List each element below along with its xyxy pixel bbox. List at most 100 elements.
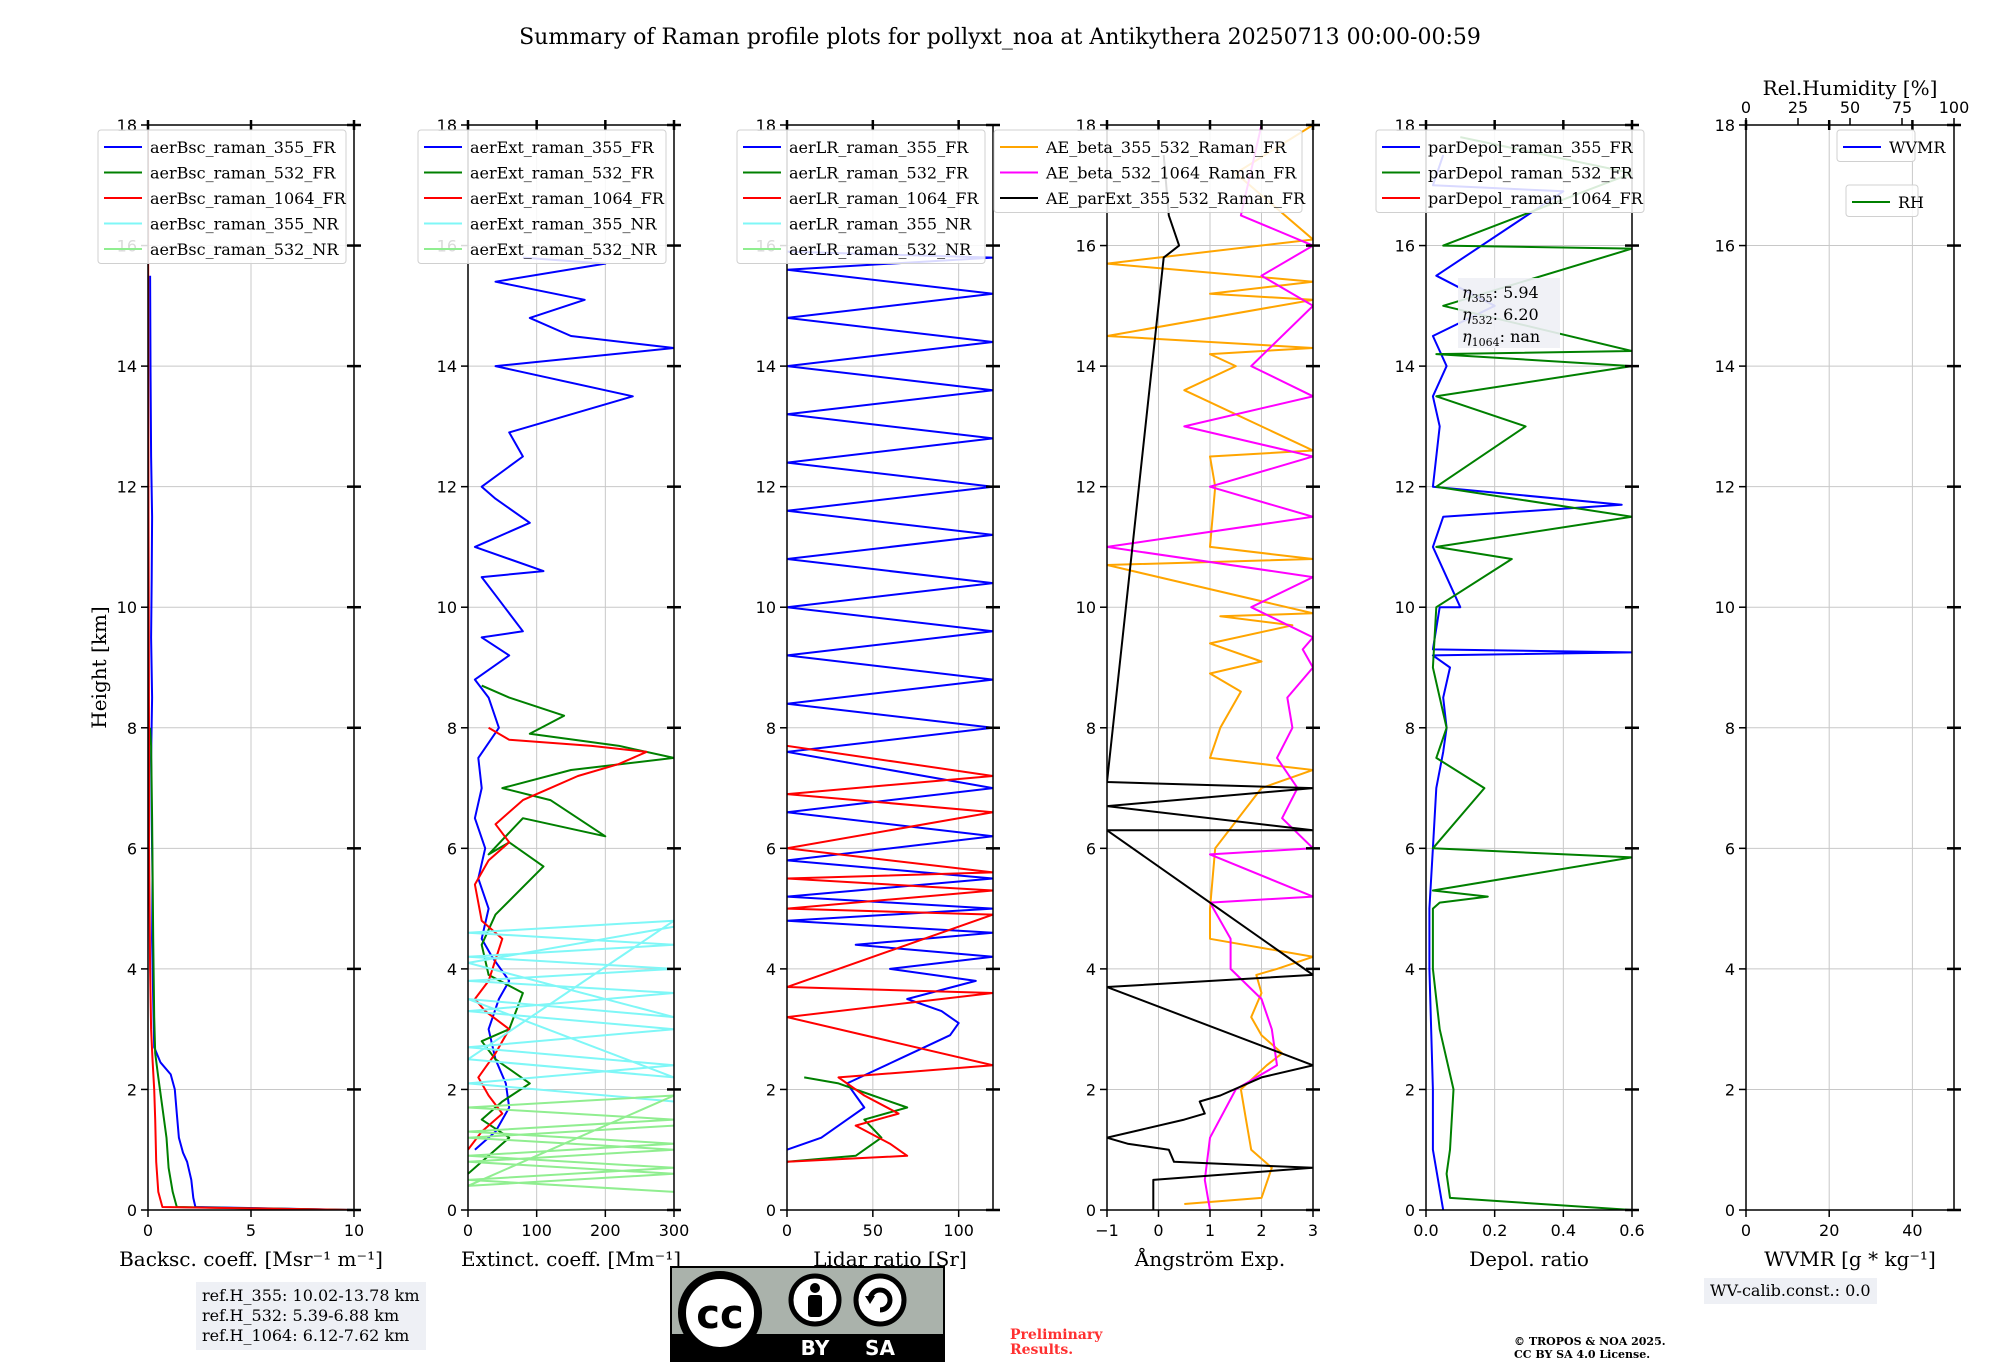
- y-tick-label: 14: [1395, 357, 1415, 376]
- copyright-note: © TROPOS & NOA 2025. CC BY SA 4.0 Licens…: [1514, 1335, 1666, 1361]
- y-tick-label: 2: [447, 1080, 457, 1099]
- y-tick-label: 0: [1725, 1201, 1735, 1220]
- legend-label: aerBsc_raman_355_FR: [150, 138, 336, 157]
- share-alike-icon: [853, 1273, 907, 1327]
- panel-lr: 024681012141618050100Lidar ratio [Sr]aer…: [736, 116, 1000, 1271]
- y-tick-label: 14: [117, 357, 137, 376]
- legend-label: parDepol_raman_1064_FR: [1428, 189, 1644, 208]
- top-x-tick-label: 0: [1741, 98, 1751, 117]
- series-line-aerBsc_raman_532_FR: [149, 727, 354, 1210]
- y-tick-label: 10: [1715, 598, 1735, 617]
- y-tick-label: 10: [117, 598, 137, 617]
- x-tick-label: 10: [344, 1221, 364, 1240]
- y-tick-label: 12: [1715, 478, 1735, 497]
- y-tick-label: 16: [1715, 237, 1735, 256]
- legend-label: aerExt_raman_532_NR: [470, 240, 658, 259]
- panels: 0246810121416180510Backsc. coeff. [Msr⁻¹…: [87, 76, 1969, 1271]
- series-line-parDepol_raman_355_FR: [1428, 154, 1632, 1210]
- x-tick-label: 2: [1256, 1221, 1266, 1240]
- x-tick-label: 40: [1902, 1221, 1922, 1240]
- x-tick-label: 0: [1741, 1221, 1751, 1240]
- x-tick-label: 3: [1308, 1221, 1318, 1240]
- y-tick-label: 16: [1076, 237, 1096, 256]
- reference-heights-box: ref.H_355: 10.02-13.78 km ref.H_532: 5.3…: [196, 1282, 426, 1350]
- top-x-tick-label: 75: [1892, 98, 1912, 117]
- legend: AE_beta_355_532_Raman_FR AE_beta_532_1064…: [993, 129, 1306, 213]
- legend-label: AE_beta_355_532_Raman_FR: [1045, 138, 1287, 157]
- legend-label: aerLR_raman_1064_FR: [789, 189, 979, 208]
- legend-label: aerExt_raman_355_FR: [470, 138, 655, 157]
- series-line-aerLR_raman_1064_FR: [787, 744, 993, 1163]
- panel-ext: 0246810121416180100200300Extinct. coeff.…: [417, 116, 689, 1271]
- y-tick-label: 8: [447, 719, 457, 738]
- y-tick-label: 4: [127, 960, 137, 979]
- y-tick-label: 18: [1715, 116, 1735, 135]
- eta-line: η355: 5.94: [1462, 283, 1539, 305]
- x-tick-label: 0.6: [1619, 1221, 1644, 1240]
- y-tick-label: 2: [1086, 1080, 1096, 1099]
- figure-title: Summary of Raman profile plots for polly…: [519, 25, 1481, 50]
- y-axis-label: Height [km]: [87, 606, 111, 728]
- y-tick-label: 6: [127, 839, 137, 858]
- x-tick-label: 0.2: [1482, 1221, 1507, 1240]
- y-tick-label: 6: [766, 839, 776, 858]
- cc-logo-icon: [678, 1271, 762, 1355]
- x-axis-label: Backsc. coeff. [Msr⁻¹ m⁻¹]: [119, 1247, 383, 1271]
- eta-line: η1064: nan: [1462, 327, 1540, 349]
- legend-label: AE_beta_532_1064_Raman_FR: [1045, 164, 1297, 183]
- legend: aerBsc_raman_355_FR aerBsc_raman_532_FRae…: [97, 129, 347, 264]
- panel-bsc: 0246810121416180510Backsc. coeff. [Msr⁻¹…: [87, 116, 383, 1271]
- legend-label: aerLR_raman_355_FR: [789, 138, 969, 157]
- axes-frame: [786, 124, 994, 1211]
- series-line-AE_beta_355_532_Raman_FR: [1107, 125, 1313, 1205]
- x-axis-label: Extinct. coeff. [Mm⁻¹]: [461, 1247, 681, 1271]
- y-tick-label: 8: [766, 719, 776, 738]
- series-line-aerLR_raman_532_FR: [787, 1076, 909, 1163]
- wv-calibration-text: WV-calib.const.: 0.0: [1710, 1281, 1871, 1300]
- series-line-aerLR_raman_355_FR: [787, 250, 993, 1151]
- y-tick-label: 16: [1395, 237, 1415, 256]
- ref-height-355: ref.H_355: 10.02-13.78 km: [202, 1286, 420, 1305]
- legend-label: RH: [1898, 193, 1924, 212]
- y-tick-label: 6: [1405, 839, 1415, 858]
- series-group: [148, 125, 354, 1210]
- y-tick-label: 12: [117, 478, 137, 497]
- legend: aerExt_raman_355_FR aerExt_raman_532_FRae…: [417, 129, 667, 264]
- series-group: [468, 256, 674, 1193]
- x-tick-label: 50: [863, 1221, 883, 1240]
- copyright-line-1: © TROPOS & NOA 2025.: [1514, 1335, 1666, 1348]
- y-tick-label: 2: [766, 1080, 776, 1099]
- x-tick-label: 0: [1153, 1221, 1163, 1240]
- axes-frame: [1745, 124, 1955, 1211]
- cc-logo-text: cc: [696, 1292, 743, 1338]
- y-tick-label: 0: [1086, 1201, 1096, 1220]
- preliminary-line-2: Results.: [1010, 1342, 1074, 1358]
- series-line-aerBsc_raman_355_FR: [149, 275, 354, 1210]
- preliminary-line-1: Preliminary: [1010, 1327, 1103, 1343]
- y-tick-label: 4: [447, 960, 457, 979]
- series-group: [787, 250, 993, 1163]
- legend-label: aerLR_raman_532_NR: [789, 240, 972, 259]
- license-by-label: BY: [801, 1336, 830, 1360]
- legend-label: parDepol_raman_532_FR: [1428, 164, 1634, 183]
- axes-frame: [1425, 124, 1633, 1211]
- series-line-aerExt_raman_1064_FR: [468, 726, 648, 1151]
- x-tick-label: 20: [1819, 1221, 1839, 1240]
- wv-calibration-box: WV-calib.const.: 0.0: [1704, 1278, 1877, 1304]
- y-tick-label: 0: [766, 1201, 776, 1220]
- x-tick-label: 1: [1205, 1221, 1215, 1240]
- legend-label: aerExt_raman_1064_FR: [470, 189, 665, 208]
- x-tick-label: 0: [782, 1221, 792, 1240]
- y-tick-label: 8: [1405, 719, 1415, 738]
- x-tick-label: 0: [143, 1221, 153, 1240]
- legend-label: aerBsc_raman_1064_FR: [150, 189, 347, 208]
- series-line-aerExt_raman_532_NR: [468, 1094, 674, 1193]
- y-tick-label: 10: [1395, 598, 1415, 617]
- legend-label: aerBsc_raman_355_NR: [150, 215, 339, 234]
- x-tick-label: 100: [521, 1221, 552, 1240]
- y-tick-label: 6: [1086, 839, 1096, 858]
